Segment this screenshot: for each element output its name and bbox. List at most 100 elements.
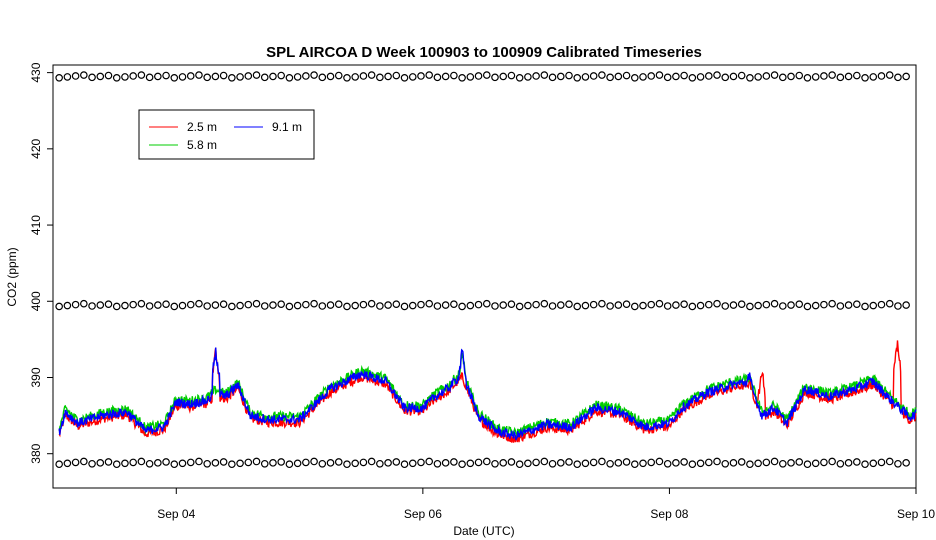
calibration-point (244, 458, 253, 467)
calibration-point (137, 299, 146, 308)
calibration-point (260, 302, 269, 310)
calibration-point (589, 300, 598, 309)
calibration-point (524, 301, 532, 310)
calibration-point (770, 299, 779, 308)
calibration-point (162, 300, 170, 308)
calibration-point (532, 300, 540, 309)
calibration-point (310, 71, 318, 79)
calibration-point (795, 458, 804, 466)
calibration-point (63, 301, 72, 310)
calibration-point (392, 458, 401, 466)
calibration-point (236, 73, 244, 81)
calibration-point (228, 74, 236, 82)
calibration-point (121, 73, 129, 81)
calibration-point (507, 71, 516, 80)
y-tick-label: 430 (29, 62, 43, 82)
calibration-point (474, 300, 483, 309)
calibration-point (565, 458, 573, 466)
calibration-point (556, 72, 565, 81)
calibration-point (614, 459, 623, 467)
calibration-point (302, 458, 310, 467)
calibration-point (334, 458, 343, 466)
calibration-point (729, 301, 738, 309)
calibration-point (861, 460, 869, 469)
calibration-point (820, 458, 828, 467)
calibration-point (433, 302, 442, 310)
calibration-point (96, 72, 105, 81)
calibration-point (367, 71, 376, 79)
calibration-point (121, 459, 129, 468)
calibration-point (515, 460, 524, 469)
calibration-point (351, 301, 359, 310)
calibration-point (450, 71, 458, 80)
calibration-point (392, 300, 401, 308)
calibration-point (96, 301, 105, 309)
calibration-point (384, 301, 392, 309)
calibration-points (55, 71, 910, 469)
calibration-point (293, 73, 302, 81)
calibration-point (787, 301, 795, 309)
calibration-point (787, 72, 795, 81)
calibration-point (737, 300, 746, 308)
calibration-point (672, 301, 680, 309)
calibration-point (672, 459, 680, 467)
calibration-point (433, 459, 442, 468)
calibration-point (540, 457, 549, 466)
calibration-point (499, 459, 508, 467)
x-axis-label: Date (UTC) (453, 524, 514, 538)
calibration-point (392, 71, 401, 80)
calibration-point (598, 299, 606, 308)
calibration-point (170, 74, 179, 82)
calibration-point (491, 73, 499, 82)
calibration-point (622, 458, 631, 466)
chart-title: SPL AIRCOA D Week 100903 to 100909 Calib… (266, 44, 702, 61)
calibration-point (269, 72, 277, 81)
calibration-point (219, 458, 228, 466)
x-tick-label: Sep 08 (650, 507, 688, 521)
calibration-point (663, 73, 672, 82)
calibration-point (96, 459, 105, 467)
plot-frame (52, 64, 917, 489)
calibration-point (721, 73, 730, 82)
calibration-point (869, 459, 878, 468)
calibration-point (861, 74, 869, 82)
calibration-point (704, 300, 713, 309)
calibration-point (532, 458, 540, 467)
calibration-point (630, 74, 639, 82)
calibration-point (178, 73, 187, 81)
calibration-point (376, 73, 384, 82)
calibration-point (219, 71, 228, 80)
calibration-point (754, 459, 762, 468)
calibration-point (844, 459, 853, 467)
calibration-point (737, 71, 746, 80)
calibration-point (384, 72, 392, 81)
calibration-point (400, 460, 409, 469)
calibration-point (359, 72, 368, 80)
calibration-point (688, 460, 697, 469)
calibration-point (252, 71, 261, 79)
calibration-point (828, 299, 836, 308)
calibration-point (606, 459, 614, 468)
calibration-point (310, 299, 318, 308)
calibration-point (811, 459, 820, 468)
calibration-point (417, 300, 425, 309)
calibration-point (779, 302, 787, 310)
calibration-point (203, 302, 211, 310)
calibration-point (170, 460, 179, 469)
calibration-point (351, 73, 359, 81)
calibration-point (186, 72, 195, 80)
calibration-point (688, 302, 697, 311)
calibration-point (195, 299, 203, 308)
calibration-point (343, 302, 351, 311)
calibration-point (565, 71, 573, 80)
calibration-point (104, 71, 113, 80)
calibration-point (811, 73, 820, 81)
calibration-point (482, 71, 491, 79)
calibration-point (655, 71, 664, 79)
series-lines (58, 340, 917, 443)
calibration-point (589, 72, 598, 80)
calibration-point (178, 459, 187, 468)
calibration-point (902, 72, 910, 81)
calibration-point (885, 299, 894, 308)
calibration-point (820, 72, 828, 80)
